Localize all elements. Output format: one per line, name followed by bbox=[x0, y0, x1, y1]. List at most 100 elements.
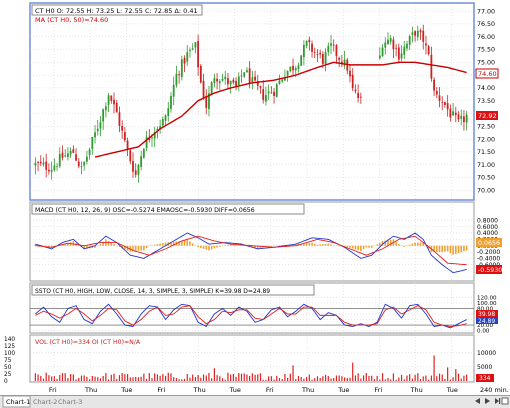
macd-histogram-bar bbox=[110, 242, 113, 246]
price-candle bbox=[107, 95, 110, 105]
volume-bar bbox=[314, 378, 316, 381]
macd-histogram-bar bbox=[362, 245, 365, 250]
volume-bar bbox=[143, 373, 145, 381]
scroll-left-icon[interactable] bbox=[475, 398, 480, 404]
tab-chart-1-bg[interactable] bbox=[2, 395, 31, 408]
macd-histogram-bar bbox=[319, 244, 321, 246]
price-candle bbox=[189, 50, 191, 51]
stoch-d-tag bbox=[476, 317, 498, 324]
macd-panel-frame[interactable] bbox=[29, 201, 475, 282]
price-candle bbox=[104, 106, 107, 111]
time-axis-tick-label: Fri bbox=[374, 386, 382, 394]
price-candle bbox=[218, 81, 221, 84]
macd-histogram-bar bbox=[381, 240, 384, 246]
macd-axis-tick-label: 0.6000 bbox=[477, 224, 498, 231]
volume-bar bbox=[387, 377, 389, 381]
volume-bar bbox=[322, 376, 324, 381]
price-candle bbox=[110, 95, 113, 101]
volume-bar bbox=[300, 376, 302, 381]
price-candle bbox=[115, 102, 118, 113]
price-panel-frame[interactable] bbox=[29, 2, 475, 201]
macd-histogram-bar bbox=[183, 240, 186, 246]
price-candle bbox=[332, 44, 335, 46]
price-candle bbox=[50, 169, 53, 172]
price-candle bbox=[435, 90, 438, 95]
price-candle bbox=[305, 40, 308, 47]
price-candle bbox=[48, 169, 50, 172]
price-candle bbox=[232, 79, 235, 83]
volume-bar bbox=[186, 374, 188, 381]
volume-bar bbox=[102, 375, 104, 381]
macd-histogram-bar bbox=[454, 245, 457, 254]
price-candle bbox=[381, 47, 384, 57]
macd-histogram-bar bbox=[72, 241, 75, 246]
stoch-axis-tick-label: 100.00 bbox=[477, 301, 497, 307]
macd-histogram-bar bbox=[96, 245, 99, 247]
macd-histogram-bar bbox=[316, 244, 319, 246]
chart-options-icon[interactable] bbox=[501, 397, 509, 405]
price-candle bbox=[397, 47, 400, 60]
volume-bar bbox=[352, 362, 354, 381]
price-candle bbox=[441, 102, 444, 104]
price-candle bbox=[208, 93, 210, 110]
volume-bar bbox=[105, 373, 107, 381]
tab-chart-1[interactable]: Chart-1 bbox=[6, 398, 30, 406]
macd-line bbox=[35, 232, 467, 274]
price-candle bbox=[311, 43, 313, 52]
macd-histogram-bar bbox=[338, 245, 340, 247]
price-candle bbox=[281, 79, 284, 82]
volume-bar bbox=[91, 375, 93, 381]
macd-histogram-bar bbox=[219, 245, 221, 247]
macd-histogram-bar bbox=[162, 243, 164, 246]
volume-bar bbox=[227, 372, 229, 381]
tab-chart-2[interactable]: Chart-2 bbox=[33, 398, 57, 406]
macd-histogram-bar bbox=[463, 245, 465, 252]
volume-bar bbox=[34, 373, 36, 381]
tab-chart-3[interactable]: Chart-3 bbox=[58, 398, 82, 406]
macd-histogram-bar bbox=[449, 245, 452, 254]
macd-histogram-bar bbox=[406, 245, 408, 247]
macd-histogram-bar bbox=[368, 245, 370, 248]
scroll-right-icon[interactable] bbox=[485, 398, 490, 404]
time-axis-tick-label: Tue bbox=[120, 386, 132, 394]
price-candle bbox=[438, 95, 441, 101]
volume-bar bbox=[354, 375, 357, 381]
macd-histogram-bar bbox=[384, 240, 387, 246]
macd-histogram-bar bbox=[433, 245, 435, 253]
last-bar-icon[interactable] bbox=[495, 398, 501, 404]
price-candle bbox=[240, 75, 243, 77]
price-candle bbox=[433, 79, 435, 91]
macd-histogram-bar bbox=[330, 244, 332, 246]
price-candle bbox=[422, 30, 425, 42]
price-candle bbox=[161, 118, 164, 126]
price-candle bbox=[42, 162, 45, 165]
volume-bar bbox=[224, 379, 226, 381]
volume-left-tick-label: 140 bbox=[4, 337, 15, 343]
price-candle bbox=[194, 42, 197, 48]
macd-histogram-bar bbox=[395, 241, 397, 246]
macd-histogram-bar bbox=[186, 239, 189, 246]
price-candle bbox=[37, 162, 39, 164]
volume-panel-frame[interactable] bbox=[29, 334, 475, 383]
volume-bar bbox=[56, 378, 58, 381]
volume-bar bbox=[362, 375, 365, 381]
time-axis-tick-label: Fri bbox=[266, 386, 274, 394]
macd-histogram-bar bbox=[376, 244, 378, 246]
macd-axis-tick-label: 0.4000 bbox=[477, 230, 498, 237]
price-candle bbox=[416, 30, 419, 38]
price-legend-ma: MA (CT H0, 50)=74.60 bbox=[35, 16, 108, 24]
price-candle bbox=[183, 57, 186, 64]
macd-histogram-bar bbox=[281, 245, 283, 246]
macd-histogram-bar bbox=[324, 243, 327, 246]
macd-histogram-bar bbox=[113, 244, 115, 246]
price-candle bbox=[338, 57, 341, 60]
price-candle bbox=[137, 164, 140, 175]
price-candle bbox=[153, 132, 156, 139]
volume-bar bbox=[159, 375, 161, 381]
macd-histogram-bar bbox=[346, 245, 349, 248]
macd-axis-tick-label: -0.2000 bbox=[477, 249, 500, 256]
macd-histogram-bar bbox=[365, 245, 368, 248]
stoch-axis-tick-label: 80.00 bbox=[477, 306, 493, 312]
macd-histogram-bar bbox=[275, 245, 278, 247]
